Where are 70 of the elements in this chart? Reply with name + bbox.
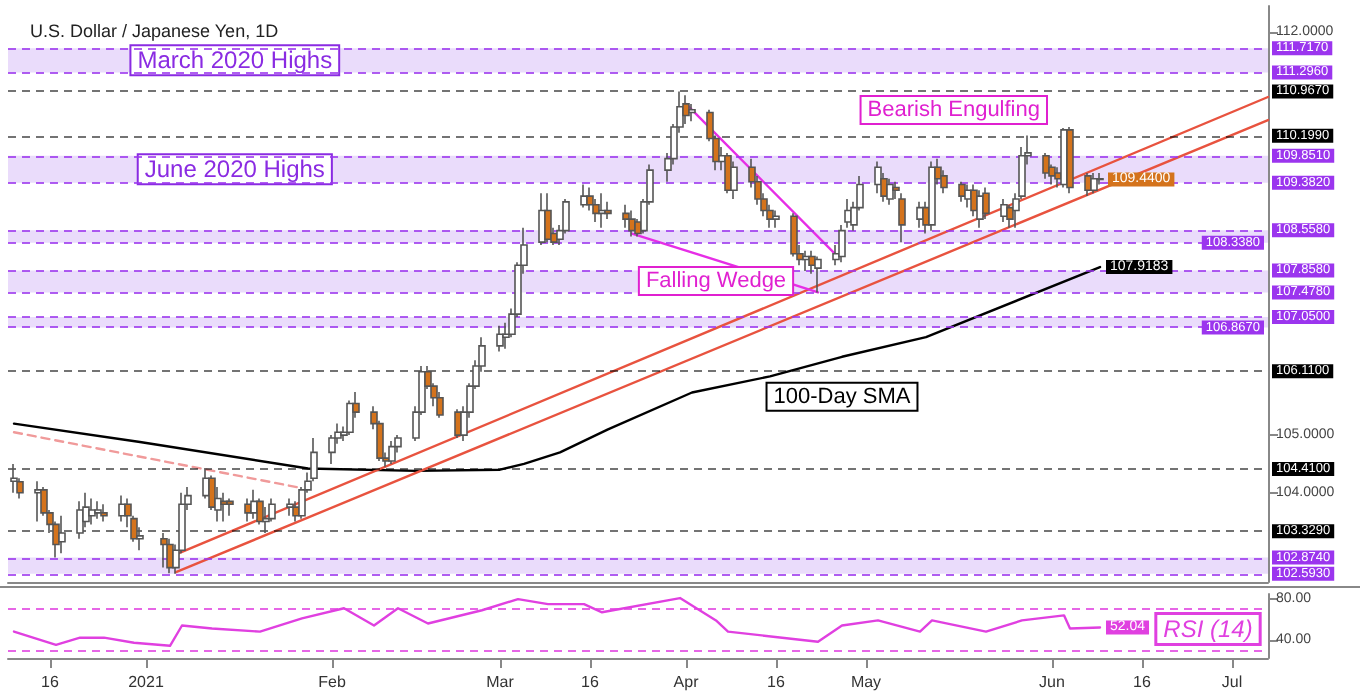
candlestick: [682, 94, 690, 125]
x-tick-label: 16: [767, 673, 786, 691]
candlestick: [244, 497, 252, 523]
x-tick-label: 16: [1133, 673, 1152, 691]
candlestick: [964, 183, 972, 209]
x-tick-label: Jul: [1221, 673, 1243, 691]
candlestick: [1090, 172, 1098, 194]
candlestick: [544, 192, 552, 243]
candlestick: [598, 192, 606, 229]
x-tick-label: 2021: [128, 673, 165, 691]
candlestick: [256, 497, 264, 526]
candlestick: [628, 209, 636, 238]
band-label: June 2020 Highs: [144, 155, 325, 184]
candlestick: [916, 201, 924, 229]
candlestick: [976, 189, 984, 229]
x-tick-label: Apr: [673, 673, 700, 691]
candlestick: [1066, 126, 1074, 194]
candlestick: [688, 103, 696, 122]
x-tick-label: May: [850, 673, 882, 691]
x-tick-label: Feb: [318, 673, 347, 691]
candlestick: [346, 399, 354, 436]
candlestick: [886, 178, 894, 206]
candlestick: [1000, 198, 1008, 223]
x-tick-label: 16: [581, 673, 600, 691]
candlestick: [118, 494, 126, 523]
candlestick: [1084, 172, 1092, 197]
candlestick: [844, 198, 852, 229]
candlestick: [982, 186, 990, 220]
candlestick: [388, 440, 396, 465]
candlestick: [538, 192, 546, 246]
candlestick: [1096, 172, 1104, 186]
candlestick: [730, 160, 738, 200]
candlestick: [76, 500, 84, 540]
x-tick-label: 16: [41, 673, 60, 691]
candlestick: [10, 463, 18, 494]
candlestick: [1042, 152, 1050, 180]
candlestick: [166, 538, 174, 575]
candlestick: [814, 255, 822, 294]
candlestick: [838, 224, 846, 264]
candlestick: [262, 506, 270, 534]
text: U.S. Dollar / Japanese Yen, 1D: [30, 21, 280, 41]
annotation: Bearish Engulfing: [867, 97, 1040, 122]
x-tick-label: Jun: [1039, 673, 1065, 691]
annotation: Falling Wedge: [645, 269, 787, 294]
candlestick: [928, 160, 936, 232]
candlestick: [604, 201, 612, 220]
candlestick: [622, 203, 630, 229]
candlestick: [286, 497, 294, 517]
candlestick: [958, 180, 966, 203]
candlestick: [790, 212, 798, 258]
candlestick: [250, 489, 258, 520]
candlestick: [496, 324, 504, 353]
candlestick: [436, 391, 444, 419]
legend-label: RSI (14): [1163, 615, 1253, 643]
candlestick: [226, 497, 234, 517]
candlestick: [100, 503, 108, 523]
band-label: March 2020 Highs: [137, 46, 333, 75]
candlestick: [160, 532, 168, 569]
candlestick: [88, 497, 96, 526]
candlestick: [220, 491, 228, 523]
x-tick-label: Mar: [486, 673, 515, 691]
candlestick: [874, 160, 882, 194]
candlestick: [802, 250, 810, 272]
candlestick: [94, 500, 102, 520]
series-label: 100-Day SMA: [773, 384, 912, 409]
line-series: [12, 265, 1102, 473]
candlestick: [58, 514, 66, 554]
candlestick: [580, 183, 588, 209]
candlestick: [772, 209, 780, 229]
candlestick: [34, 480, 42, 523]
